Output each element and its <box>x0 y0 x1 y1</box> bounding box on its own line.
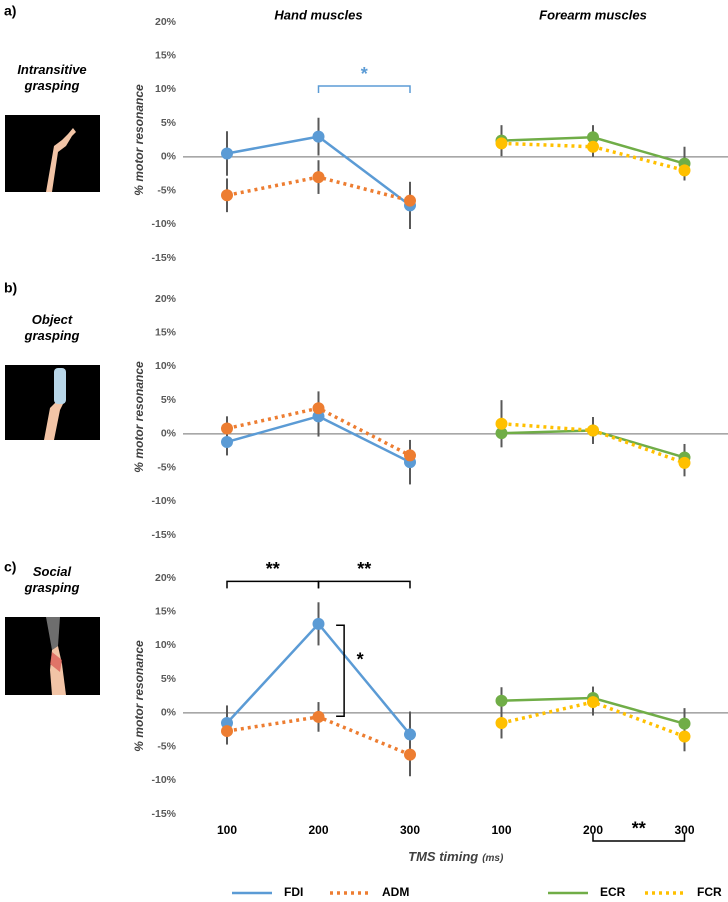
data-point <box>678 456 691 469</box>
y-tick-label: -15% <box>151 252 176 264</box>
hand-drawing <box>46 128 76 192</box>
data-point <box>404 194 416 207</box>
significance-label: * <box>361 64 368 84</box>
data-point <box>312 402 325 415</box>
y-tick-label: 15% <box>155 326 177 338</box>
y-tick-label: 0% <box>161 707 177 719</box>
data-point <box>495 137 508 150</box>
data-point <box>221 422 233 435</box>
significance-label: ** <box>632 819 646 839</box>
significance-bracket <box>336 624 345 717</box>
data-point <box>221 189 233 202</box>
data-point <box>221 725 233 738</box>
legend-label: FCR <box>697 885 722 899</box>
data-point <box>495 716 508 729</box>
data-point <box>495 417 508 430</box>
data-point <box>678 717 691 730</box>
data-point <box>312 710 325 723</box>
y-tick-label: -5% <box>157 184 176 196</box>
significance-label: ** <box>357 559 371 579</box>
y-tick-label: 15% <box>155 605 177 617</box>
data-point <box>312 171 325 184</box>
y-tick-label: 0% <box>161 428 177 440</box>
y-tick-label: 20% <box>155 572 177 584</box>
y-tick-label: 10% <box>155 360 177 372</box>
y-tick-label: -10% <box>151 218 176 230</box>
column-title: Forearm muscles <box>539 7 647 22</box>
y-tick-label: -10% <box>151 495 176 507</box>
x-tick-label: 200 <box>308 823 328 837</box>
data-point <box>221 435 233 448</box>
condition-label: Object grasping <box>24 312 80 343</box>
y-tick-label: -15% <box>151 808 176 820</box>
y-tick-label: 5% <box>161 117 177 129</box>
data-point <box>587 131 599 144</box>
data-point <box>404 748 416 761</box>
y-axis-label: % motor resonance <box>132 84 146 196</box>
data-point <box>404 728 416 741</box>
x-axis-label-text: TMS timing <box>408 849 478 864</box>
arm-drawing <box>46 617 60 650</box>
significance-bracket <box>592 833 686 842</box>
significance-label: * <box>357 649 364 669</box>
x-tick-label: 200 <box>583 823 603 837</box>
hand-drawing <box>50 652 62 672</box>
data-point <box>495 427 508 440</box>
significance-bracket <box>226 580 320 589</box>
data-point <box>678 730 691 743</box>
y-tick-label: 0% <box>161 151 177 163</box>
condition-label: Social grasping <box>24 564 80 595</box>
data-point <box>587 696 599 709</box>
significance-bracket <box>317 580 411 589</box>
y-tick-label: 5% <box>161 394 177 406</box>
significance-bracket <box>317 85 411 94</box>
condition-label: Intransitive grasping <box>17 62 87 93</box>
y-tick-label: 20% <box>155 293 177 305</box>
significance-label: ** <box>266 559 280 579</box>
data-point <box>312 617 325 630</box>
y-tick-label: -5% <box>157 461 176 473</box>
y-tick-label: -10% <box>151 774 176 786</box>
data-point <box>678 164 691 177</box>
hand-drawing <box>44 400 64 440</box>
y-tick-label: 20% <box>155 16 177 28</box>
y-tick-label: 10% <box>155 639 177 651</box>
legend-label: FDI <box>284 885 303 899</box>
panel-label: c) <box>4 559 16 575</box>
y-axis-label: % motor resonance <box>132 361 146 473</box>
data-point <box>221 147 233 160</box>
data-point <box>587 424 599 437</box>
y-tick-label: 5% <box>161 673 177 685</box>
data-point <box>587 140 599 153</box>
y-tick-label: 15% <box>155 49 177 61</box>
y-tick-label: 10% <box>155 83 177 95</box>
data-point <box>495 694 508 707</box>
panel-label: a) <box>4 3 16 19</box>
panel-label: b) <box>4 280 17 296</box>
x-tick-label: 300 <box>400 823 420 837</box>
x-tick-label: 300 <box>674 823 694 837</box>
column-title: Hand muscles <box>274 7 362 22</box>
bottle-drawing <box>54 368 66 404</box>
data-point <box>312 130 325 143</box>
x-axis-label: TMS timing (ms) <box>408 849 504 864</box>
x-axis-label-unit: (ms) <box>482 853 504 864</box>
y-tick-label: -15% <box>151 529 176 541</box>
y-tick-label: -5% <box>157 740 176 752</box>
x-tick-label: 100 <box>217 823 237 837</box>
legend-label: ECR <box>600 885 626 899</box>
x-tick-label: 100 <box>491 823 511 837</box>
legend-label: ADM <box>382 885 409 899</box>
y-axis-label: % motor resonance <box>132 640 146 752</box>
data-point <box>404 449 416 462</box>
